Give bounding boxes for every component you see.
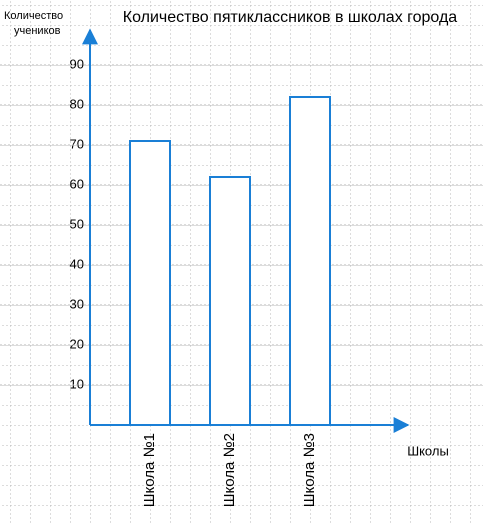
- x-tick-label: Школа №1: [141, 433, 158, 507]
- x-tick-label: Школа №3: [301, 433, 318, 507]
- bar: [209, 176, 251, 426]
- bar: [289, 96, 331, 426]
- y-tick-label: 90: [70, 56, 84, 71]
- bar: [129, 140, 171, 426]
- x-tick-label: Школа №2: [221, 433, 238, 507]
- y-tick-label: 60: [70, 176, 84, 191]
- y-axis-label: учеников: [14, 25, 61, 37]
- y-tick-label: 10: [70, 376, 84, 391]
- y-tick-label: 80: [70, 96, 84, 111]
- chart-title: Количество пятиклассников в школах город…: [123, 9, 458, 26]
- x-axis-label: Школы: [407, 443, 449, 458]
- y-tick-label: 30: [70, 296, 84, 311]
- y-axis-label: Количество: [4, 10, 63, 22]
- y-tick-label: 40: [70, 256, 84, 271]
- y-tick-label: 20: [70, 336, 84, 351]
- y-tick-label: 50: [70, 216, 84, 231]
- y-tick-label: 70: [70, 136, 84, 151]
